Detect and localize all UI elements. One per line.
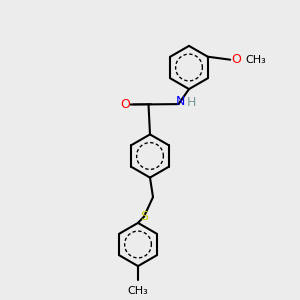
Text: CH₃: CH₃ — [128, 286, 148, 296]
Text: H: H — [186, 96, 196, 109]
Text: O: O — [232, 53, 242, 66]
Text: N: N — [176, 95, 186, 108]
Text: S: S — [140, 210, 148, 223]
Text: CH₃: CH₃ — [246, 55, 267, 65]
Text: O: O — [120, 98, 130, 111]
